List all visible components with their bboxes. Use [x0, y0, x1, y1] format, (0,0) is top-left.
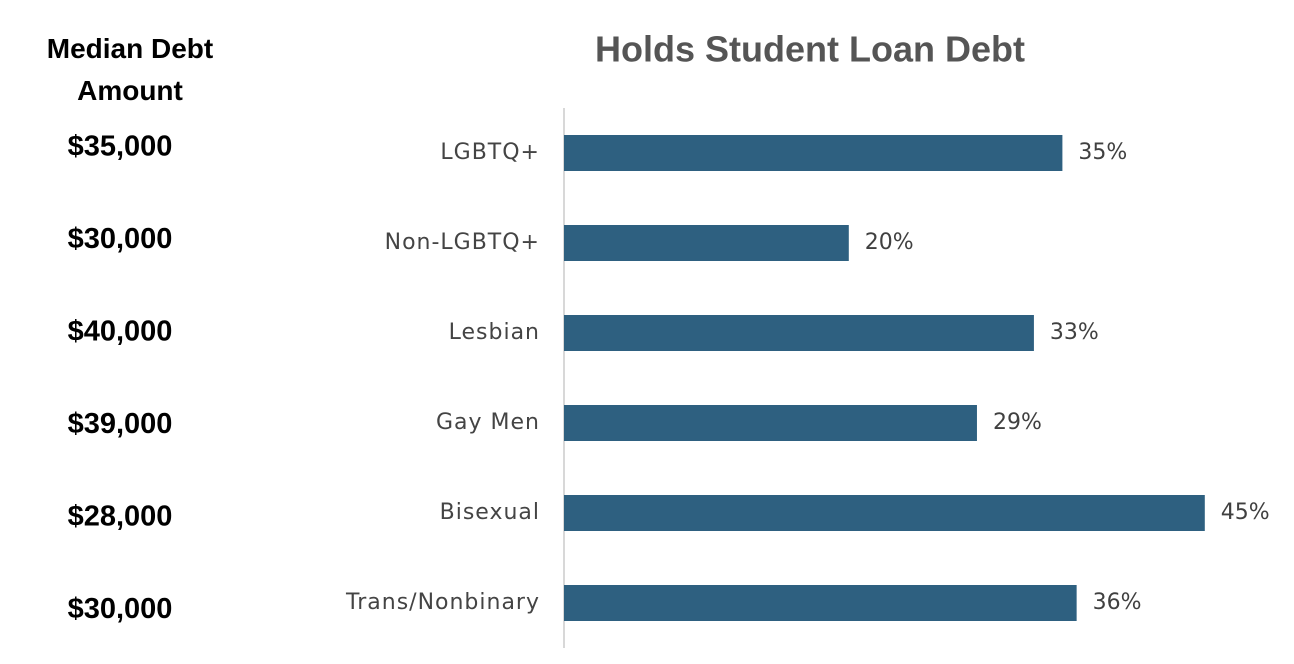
- value-label: 33%: [1050, 320, 1099, 345]
- median-debt-title: Median Debt Amount: [46, 33, 214, 106]
- category-label: Trans/Nonbinary: [345, 590, 540, 615]
- bar: [564, 225, 849, 261]
- bar: [564, 315, 1034, 351]
- value-label: 29%: [993, 410, 1042, 435]
- median-debt-label: $39,000: [68, 408, 173, 440]
- bar: [564, 585, 1077, 621]
- median-debt-label: $30,000: [68, 223, 173, 255]
- category-label: LGBTQ+: [440, 140, 540, 165]
- chart-title: Holds Student Loan Debt: [595, 29, 1025, 70]
- value-label: 45%: [1221, 500, 1270, 525]
- bar: [564, 135, 1063, 171]
- category-label: Gay Men: [436, 410, 540, 435]
- category-label: Lesbian: [449, 320, 540, 345]
- median-debt-label: $35,000: [68, 131, 173, 163]
- median-debt-label: $30,000: [68, 593, 173, 625]
- category-label: Bisexual: [440, 500, 540, 525]
- median-debt-label: $28,000: [68, 501, 173, 533]
- bar: [564, 495, 1205, 531]
- category-label: Non-LGBTQ+: [385, 230, 540, 255]
- value-label: 36%: [1093, 590, 1142, 615]
- median-debt-label: $40,000: [68, 316, 173, 348]
- value-label: 35%: [1078, 140, 1127, 165]
- value-label: 20%: [865, 230, 914, 255]
- bar: [564, 405, 977, 441]
